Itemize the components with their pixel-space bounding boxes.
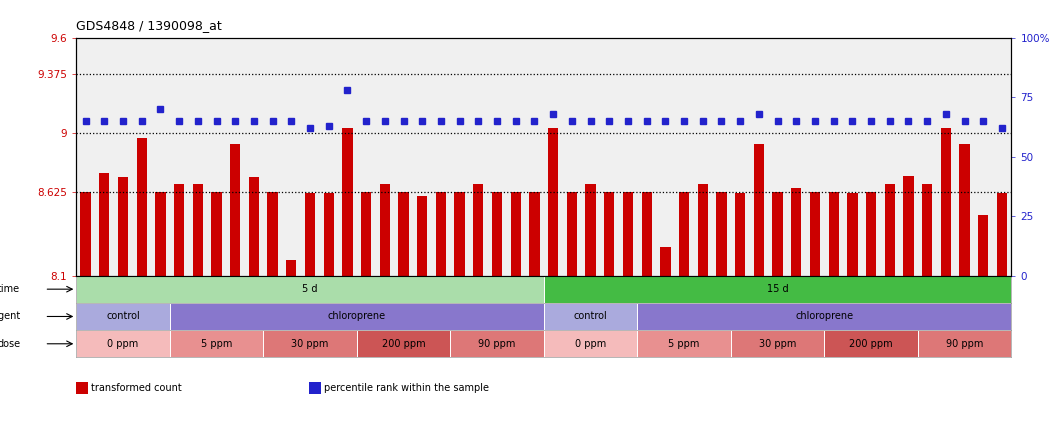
Bar <box>436 192 446 275</box>
Bar <box>454 192 465 275</box>
Bar <box>169 330 264 357</box>
Text: 15 d: 15 d <box>767 284 788 294</box>
Text: 0 ppm: 0 ppm <box>107 339 139 349</box>
Bar <box>884 184 895 275</box>
Text: chloroprene: chloroprene <box>795 311 854 321</box>
Bar <box>679 192 689 275</box>
Bar <box>324 193 334 275</box>
Bar <box>417 196 428 275</box>
Bar <box>698 184 707 275</box>
Bar <box>357 330 450 357</box>
Bar <box>548 128 558 275</box>
Bar <box>174 184 184 275</box>
Text: 90 ppm: 90 ppm <box>479 339 516 349</box>
Text: 5 ppm: 5 ppm <box>201 339 232 349</box>
Bar <box>169 303 544 330</box>
Bar <box>828 192 839 275</box>
Bar <box>398 192 409 275</box>
Bar <box>264 330 357 357</box>
Bar <box>918 330 1011 357</box>
Text: 30 ppm: 30 ppm <box>759 339 796 349</box>
Text: time: time <box>0 284 20 294</box>
Bar <box>450 330 544 357</box>
Bar <box>212 192 221 275</box>
Text: 30 ppm: 30 ppm <box>291 339 328 349</box>
Bar <box>772 192 783 275</box>
Bar <box>903 176 914 275</box>
Bar <box>361 192 372 275</box>
Bar <box>76 275 544 303</box>
Bar <box>824 330 918 357</box>
Bar <box>118 177 128 275</box>
Bar <box>810 192 820 275</box>
Bar <box>716 192 726 275</box>
Bar <box>604 192 614 275</box>
Bar <box>156 192 165 275</box>
Bar <box>76 303 169 330</box>
Text: 5 d: 5 d <box>302 284 318 294</box>
Text: agent: agent <box>0 311 20 321</box>
Bar <box>567 192 577 275</box>
Text: control: control <box>574 311 608 321</box>
Bar <box>660 247 670 275</box>
Bar <box>193 184 203 275</box>
Bar <box>249 177 259 275</box>
Text: GDS4848 / 1390098_at: GDS4848 / 1390098_at <box>76 19 222 32</box>
Bar <box>286 260 297 275</box>
Bar <box>847 193 858 275</box>
Bar <box>137 138 147 275</box>
Bar <box>510 192 521 275</box>
Bar <box>866 192 876 275</box>
Bar <box>380 184 390 275</box>
Text: 0 ppm: 0 ppm <box>575 339 606 349</box>
Bar <box>959 144 970 275</box>
Bar <box>100 173 109 275</box>
Text: 5 ppm: 5 ppm <box>668 339 700 349</box>
Text: chloroprene: chloroprene <box>327 311 385 321</box>
Bar <box>754 144 764 275</box>
Bar <box>731 330 824 357</box>
Bar <box>491 192 502 275</box>
Bar <box>940 128 951 275</box>
Bar <box>76 330 169 357</box>
Bar <box>544 330 638 357</box>
Bar <box>642 192 651 275</box>
Text: 200 ppm: 200 ppm <box>849 339 893 349</box>
Bar <box>268 192 277 275</box>
Text: 200 ppm: 200 ppm <box>381 339 426 349</box>
Bar <box>638 330 731 357</box>
Bar <box>473 184 484 275</box>
Bar <box>623 192 633 275</box>
Bar <box>530 192 540 275</box>
Bar <box>791 189 802 275</box>
Bar <box>735 193 746 275</box>
Bar <box>586 184 596 275</box>
Bar <box>979 215 988 275</box>
Bar <box>544 303 638 330</box>
Bar <box>997 193 1007 275</box>
Bar <box>544 275 1011 303</box>
Bar <box>922 184 932 275</box>
Text: percentile rank within the sample: percentile rank within the sample <box>324 383 489 393</box>
Bar <box>342 128 353 275</box>
Bar <box>305 193 316 275</box>
Text: control: control <box>106 311 140 321</box>
Bar <box>80 192 91 275</box>
Bar <box>230 144 240 275</box>
Text: dose: dose <box>0 339 20 349</box>
Text: 90 ppm: 90 ppm <box>946 339 983 349</box>
Bar <box>638 303 1011 330</box>
Text: transformed count: transformed count <box>91 383 182 393</box>
